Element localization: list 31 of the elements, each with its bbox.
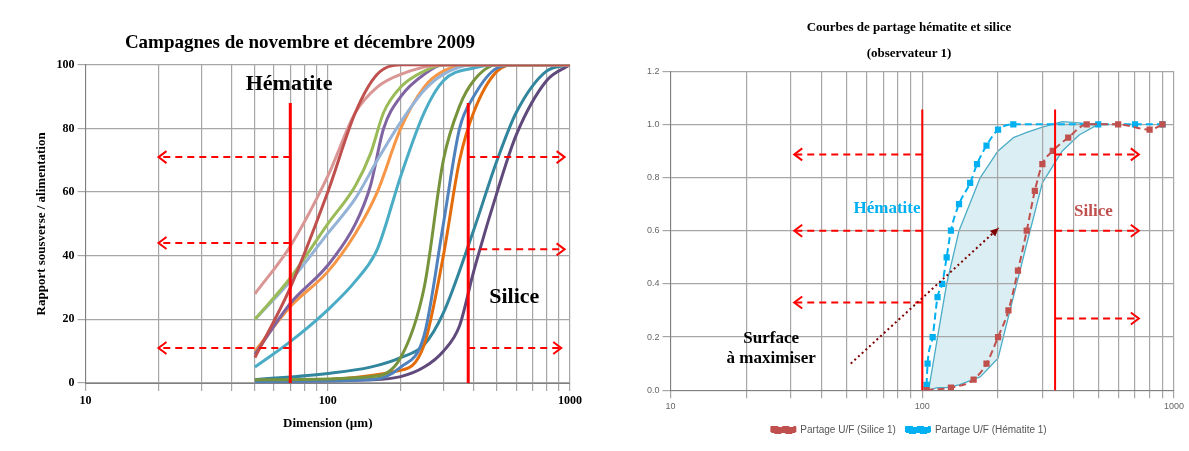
y-tick-label: 1.0 bbox=[647, 118, 660, 129]
y-tick-label: 0.6 bbox=[647, 225, 660, 236]
legend-label: Partage U/F (Hématite 1) bbox=[934, 423, 1047, 435]
x-tick-label: 10 bbox=[79, 393, 92, 408]
annotation: Silice bbox=[489, 282, 540, 308]
y-tick-label: 40 bbox=[62, 247, 75, 262]
annotation: Surface à maximiser bbox=[726, 328, 817, 367]
x-tick-label: 100 bbox=[914, 401, 930, 412]
y-tick-label: 60 bbox=[62, 184, 75, 199]
legend-label: Partage U/F (Silice 1) bbox=[800, 423, 896, 435]
annotation: Silice bbox=[1074, 200, 1114, 220]
x-axis-title: Dimension (µm) bbox=[283, 414, 373, 430]
y-tick-label: 20 bbox=[62, 311, 75, 326]
y-tick-label: 0.0 bbox=[647, 384, 660, 395]
chart-title: Courbes de partage hématite et silice bbox=[806, 19, 1012, 35]
chart-title: Campagnes de novembre et décembre 2009 bbox=[124, 31, 476, 53]
x-tick-label: 10 bbox=[665, 401, 676, 412]
y-tick-label: 0.8 bbox=[647, 172, 660, 183]
y-tick-label: 1.2 bbox=[647, 65, 660, 76]
y-tick-label: 0.2 bbox=[647, 331, 660, 342]
x-tick-label: 1000 bbox=[1163, 401, 1185, 412]
annotation: Hématite bbox=[853, 197, 921, 217]
chart-subtitle: (observateur 1) bbox=[866, 44, 952, 60]
y-tick-label: 0.4 bbox=[647, 278, 660, 289]
x-tick-label: 1000 bbox=[558, 393, 582, 408]
annotation: Hématite bbox=[245, 69, 333, 95]
x-tick-label: 100 bbox=[318, 393, 337, 408]
y-tick-label: 0 bbox=[68, 375, 75, 390]
y-tick-label: 100 bbox=[56, 56, 75, 71]
y-axis-title: Rapport sousverse / alimentation bbox=[33, 131, 49, 316]
y-tick-label: 80 bbox=[62, 120, 75, 135]
